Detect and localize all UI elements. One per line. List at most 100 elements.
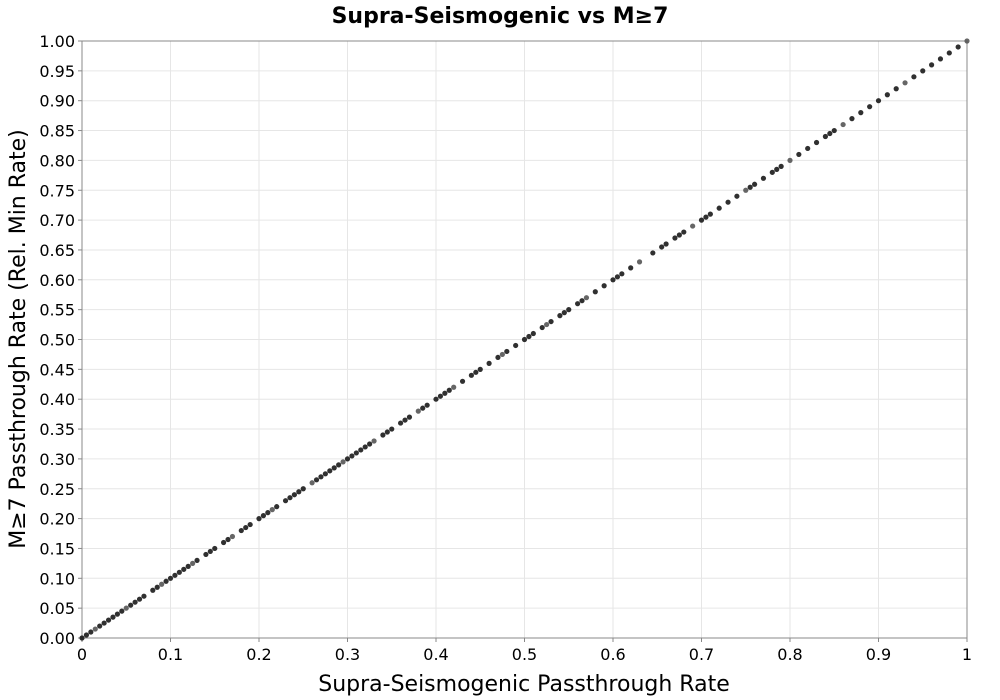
data-point	[628, 265, 634, 271]
data-point	[707, 211, 713, 217]
data-point	[561, 310, 567, 316]
data-point	[88, 629, 94, 635]
y-tick-label: 0.90	[39, 92, 75, 111]
data-point	[499, 351, 505, 358]
data-point	[610, 277, 616, 283]
data-point	[79, 635, 85, 641]
data-point	[313, 477, 320, 483]
data-point	[181, 566, 187, 572]
data-points	[79, 38, 970, 641]
y-tick-label: 0.10	[39, 569, 75, 588]
data-point	[150, 587, 156, 593]
y-tick-label: 0.50	[39, 331, 75, 350]
data-point	[813, 139, 820, 146]
data-point	[539, 324, 545, 331]
data-point	[468, 372, 474, 378]
y-tick-label: 0.00	[39, 629, 75, 648]
data-point	[437, 393, 444, 399]
data-point	[659, 244, 665, 250]
x-tick-label: 0.6	[600, 645, 625, 664]
data-point	[176, 569, 182, 575]
data-point	[247, 521, 253, 528]
data-point	[291, 492, 297, 498]
x-axis-label: Supra-Seismogenic Passthrough Rate	[318, 672, 730, 697]
data-point	[459, 378, 466, 384]
data-point	[743, 187, 749, 193]
data-point	[619, 271, 625, 277]
data-point	[583, 295, 590, 301]
y-tick-label: 0.15	[39, 539, 75, 558]
data-point	[805, 145, 811, 152]
data-point	[367, 441, 373, 447]
data-point	[229, 533, 236, 540]
data-point	[716, 205, 722, 211]
data-point	[119, 608, 125, 614]
data-point	[747, 184, 753, 190]
data-point	[725, 199, 731, 205]
data-point	[796, 151, 802, 158]
data-point	[929, 62, 935, 68]
data-point	[243, 524, 249, 531]
data-point	[225, 536, 231, 543]
data-point	[203, 551, 209, 558]
data-point	[601, 283, 607, 289]
data-point	[769, 169, 775, 175]
data-point	[221, 539, 227, 546]
data-point	[406, 414, 413, 420]
data-point	[840, 121, 846, 128]
data-point	[265, 510, 271, 516]
data-point	[884, 92, 890, 98]
data-point	[349, 453, 355, 459]
x-tick-label: 0.3	[335, 645, 360, 664]
data-point	[442, 390, 448, 396]
y-tick-label: 0.70	[39, 211, 75, 230]
data-point	[128, 602, 134, 608]
data-point	[557, 313, 563, 319]
data-point	[322, 471, 328, 477]
data-point	[92, 626, 98, 632]
data-point	[446, 387, 452, 393]
data-point	[420, 405, 426, 411]
x-tick-label: 0.4	[423, 645, 448, 664]
data-point	[530, 330, 536, 337]
y-tick-label: 0.60	[39, 271, 75, 290]
x-tick-label: 0.7	[689, 645, 714, 664]
data-point	[194, 557, 200, 563]
data-point	[760, 175, 767, 181]
data-point	[172, 572, 178, 578]
data-point	[636, 259, 643, 265]
data-point	[415, 408, 421, 414]
y-tick-label: 0.30	[39, 450, 75, 469]
data-point	[752, 181, 758, 187]
data-point	[287, 495, 293, 501]
data-point	[136, 596, 143, 602]
data-point	[831, 127, 837, 134]
data-point	[486, 360, 492, 366]
data-point	[513, 342, 519, 349]
data-point	[937, 56, 944, 62]
data-point	[371, 438, 377, 444]
y-tick-label: 0.45	[39, 360, 75, 379]
data-point	[424, 402, 430, 408]
x-tick-label: 0	[77, 645, 87, 664]
data-point	[282, 498, 289, 504]
data-point	[260, 513, 267, 519]
data-point	[548, 318, 554, 325]
data-point	[920, 68, 926, 74]
data-point	[867, 104, 873, 110]
data-point	[495, 354, 501, 361]
data-point	[681, 229, 687, 235]
data-point	[614, 274, 621, 280]
data-point	[911, 74, 917, 80]
data-point	[123, 605, 129, 611]
data-point	[256, 516, 262, 522]
data-point	[827, 130, 833, 137]
data-point	[875, 98, 882, 104]
data-point	[579, 298, 585, 304]
data-point	[105, 617, 112, 623]
x-tick-label: 0.5	[512, 645, 537, 664]
data-point	[398, 420, 404, 426]
data-point	[526, 333, 532, 340]
